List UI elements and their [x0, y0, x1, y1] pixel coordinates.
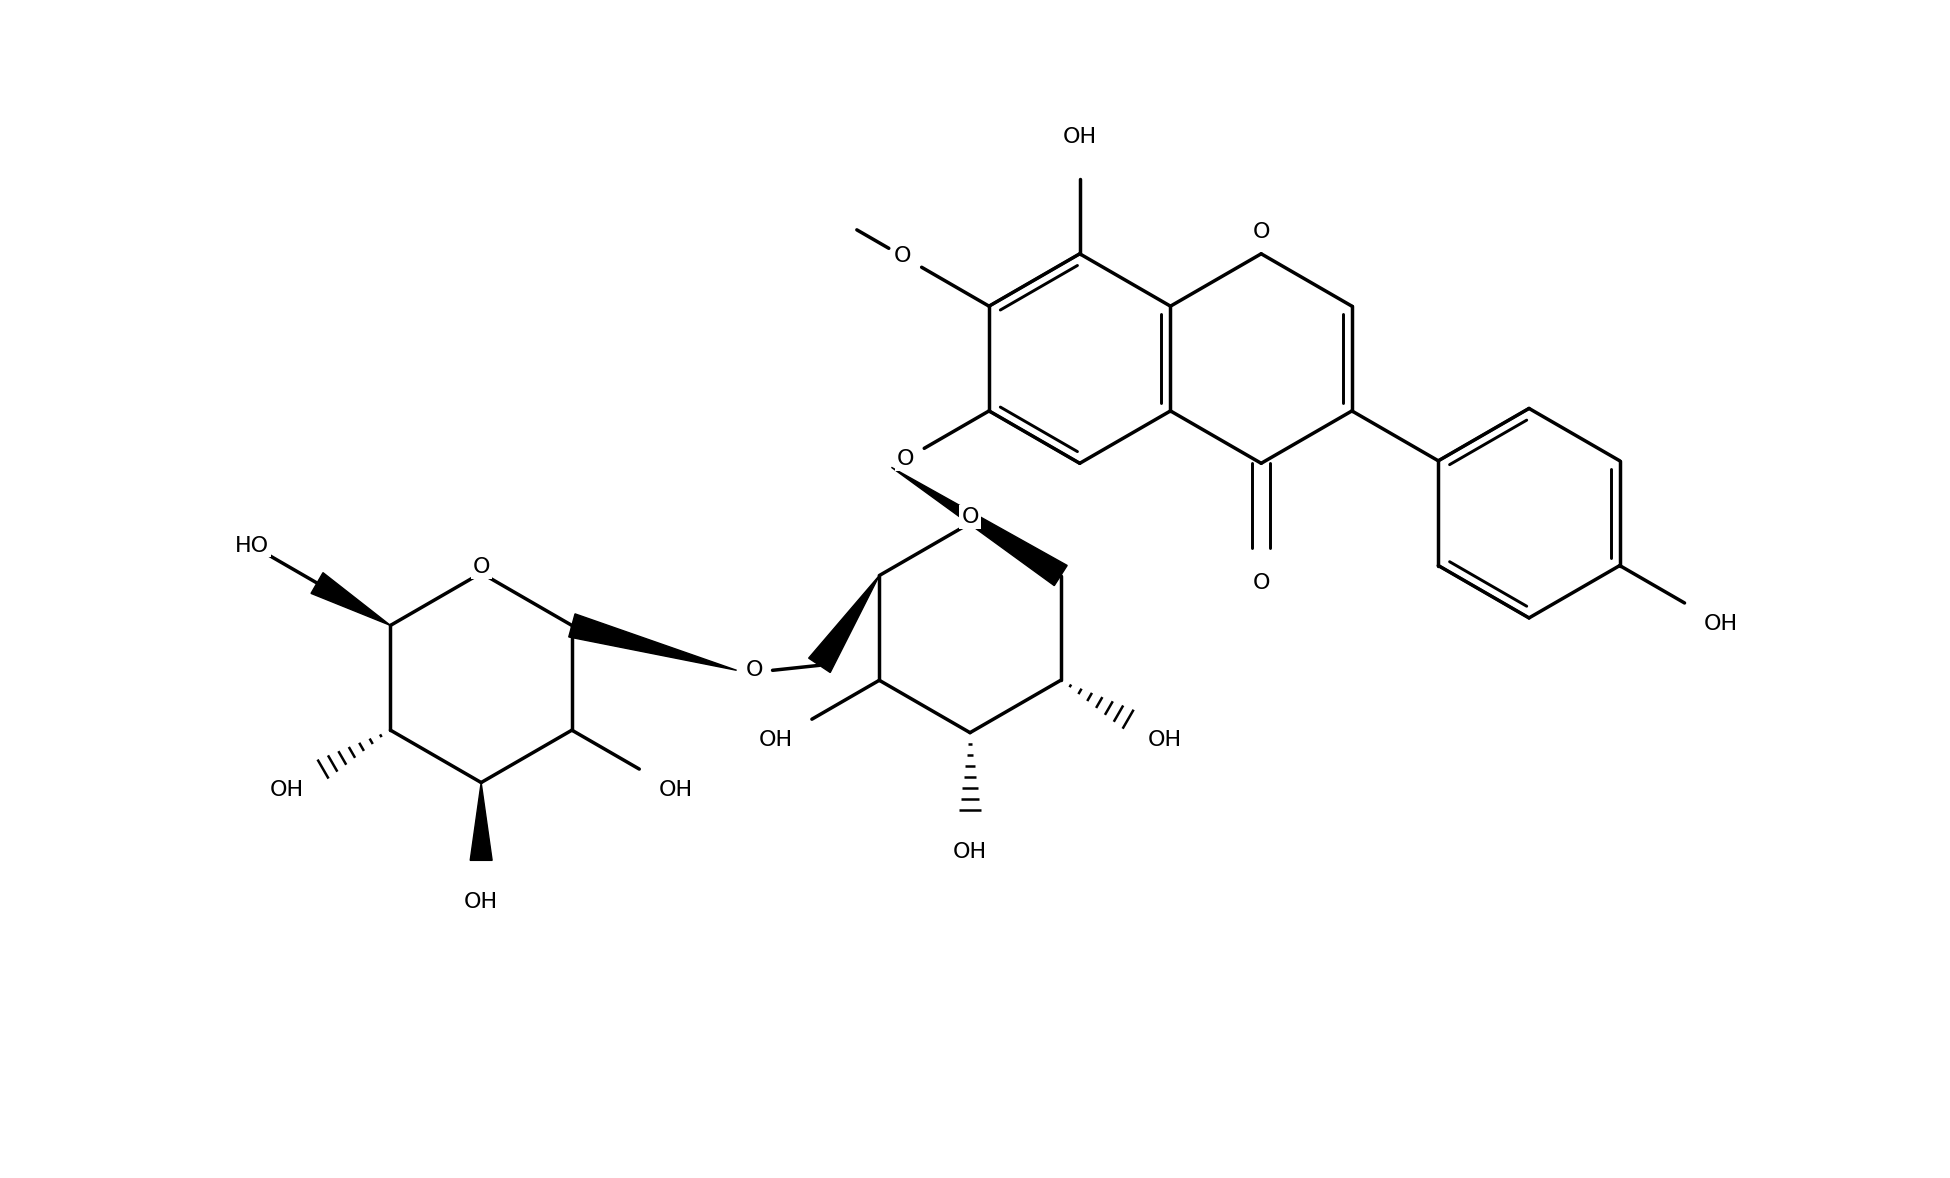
Text: OH: OH — [759, 730, 794, 750]
Text: O: O — [745, 661, 762, 681]
Text: O: O — [893, 246, 911, 266]
Text: O: O — [1252, 221, 1269, 241]
Text: OH: OH — [1704, 614, 1737, 634]
Polygon shape — [891, 468, 1067, 585]
Text: O: O — [897, 449, 915, 469]
Polygon shape — [470, 782, 491, 860]
Text: O: O — [1252, 573, 1269, 593]
Text: OH: OH — [269, 780, 304, 800]
Text: OH: OH — [659, 780, 692, 800]
Text: OH: OH — [464, 892, 499, 912]
Text: O: O — [961, 508, 979, 528]
Text: O: O — [472, 557, 489, 577]
Text: OH: OH — [1147, 730, 1182, 750]
Polygon shape — [310, 573, 390, 626]
Polygon shape — [569, 614, 737, 670]
Text: OH: OH — [1063, 127, 1096, 147]
Polygon shape — [809, 576, 879, 673]
Text: OH: OH — [954, 842, 987, 862]
Text: HO: HO — [236, 536, 269, 556]
